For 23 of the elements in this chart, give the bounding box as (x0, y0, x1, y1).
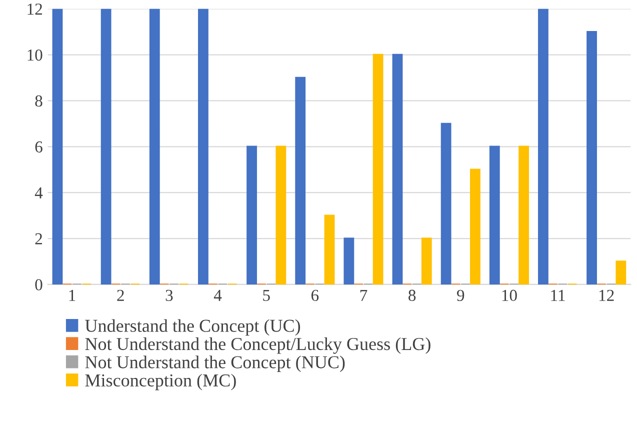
x-tick-label: 4 (214, 290, 222, 301)
y-tick-label: 6 (35, 141, 42, 153)
x-tick-label: 12 (599, 290, 614, 301)
x-tick-label: 1 (69, 290, 76, 301)
x-tick-label: 6 (311, 290, 319, 302)
legend-label: Misconception (MC) (85, 374, 236, 390)
y-tick-label: 8 (35, 95, 42, 107)
y-tick-label: 0 (35, 279, 42, 290)
y-tick-label: 2 (35, 233, 42, 244)
y-tick-label: 4 (34, 187, 43, 198)
legend-label: Understand the Concept (UC) (85, 319, 300, 336)
x-tick-label: 9 (457, 290, 464, 302)
y-tick-label: 10 (28, 49, 42, 61)
y-tick-label: 12 (28, 4, 42, 15)
x-tick-label: 7 (360, 290, 368, 301)
x-tick-label: 11 (551, 290, 565, 301)
x-tick-label: 5 (263, 290, 270, 302)
x-tick-label: 3 (166, 290, 173, 302)
x-tick-label: 2 (117, 290, 124, 301)
x-tick-label: 10 (502, 290, 517, 302)
legend-label: Not Understand the Concept/Lucky Guess (LG) (85, 337, 430, 354)
x-tick-label: 8 (408, 290, 416, 302)
legend-label: Not Understand the Concept (NUC) (85, 356, 345, 372)
